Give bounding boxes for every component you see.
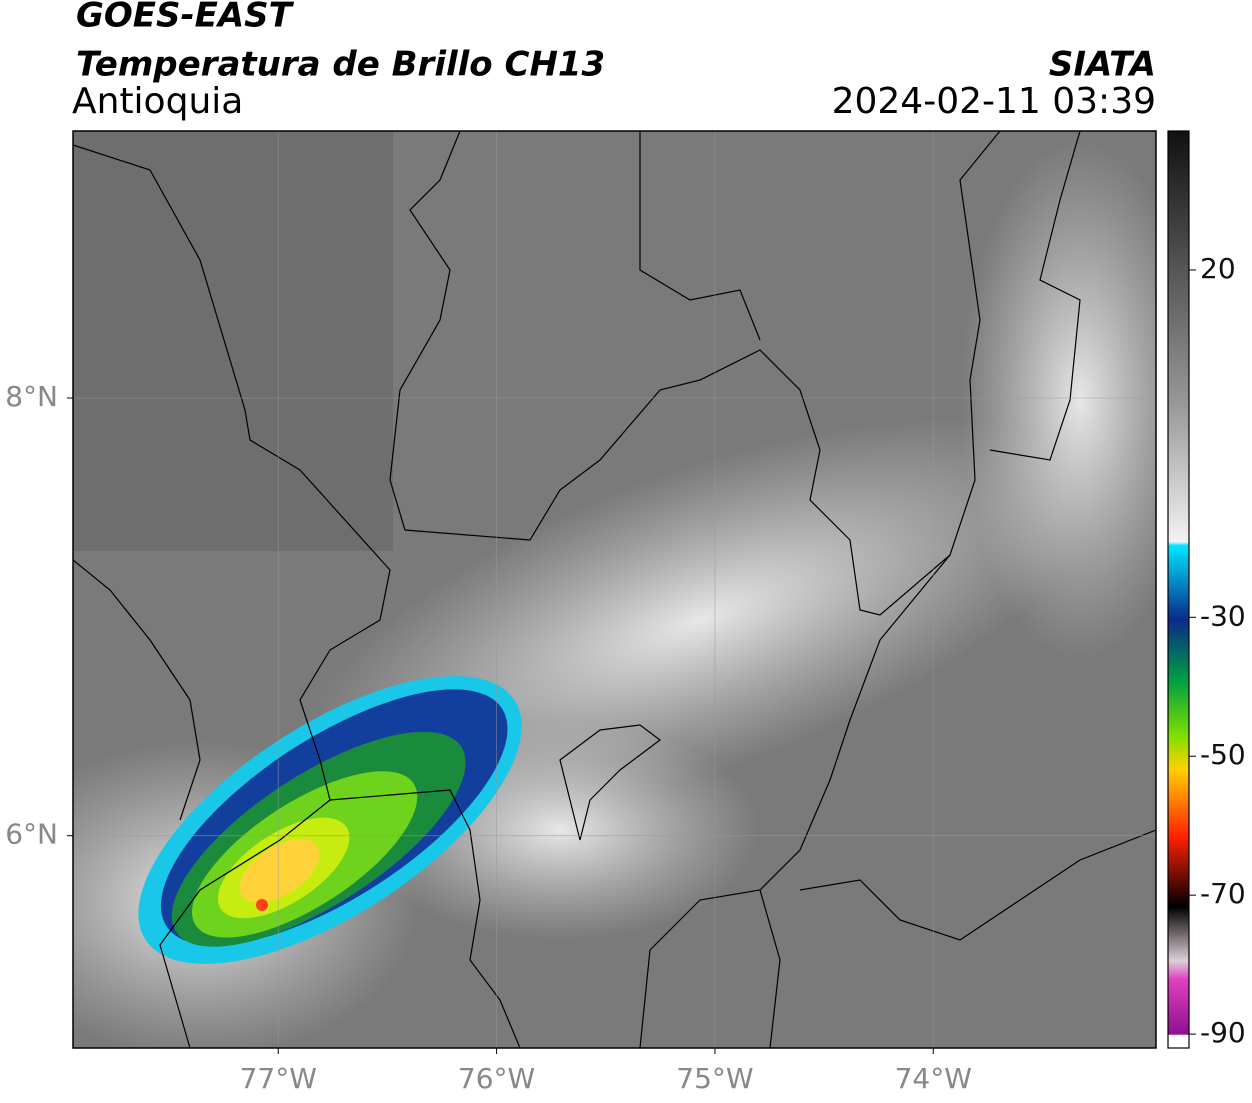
x-tick-label: 77°W (240, 1062, 317, 1095)
cloud (960, 140, 1156, 660)
map (73, 131, 1156, 1048)
colorbar (1167, 130, 1190, 1049)
colorbar-tick-label: -90 (1200, 1016, 1246, 1049)
colorbar-tick-label: -30 (1200, 599, 1246, 632)
y-tick-label: 6°N (5, 818, 58, 851)
graticule (73, 131, 1156, 1048)
x-tick-label: 75°W (676, 1062, 753, 1095)
title: GOES-EAST (76, 0, 295, 36)
storm (138, 676, 522, 964)
borders (73, 131, 1156, 1048)
colorbar-tick-label: 20 (1200, 252, 1236, 285)
x-tick-label: 74°W (895, 1062, 972, 1095)
datetime: 2024-02-11 03:39 (832, 81, 1156, 122)
map-frame (72, 130, 1157, 1049)
colorbar-tick-label: -50 (1200, 738, 1246, 771)
colorbar-tick-label: -70 (1200, 877, 1246, 910)
sea (73, 131, 393, 551)
y-tick-label: 8°N (5, 380, 58, 413)
subtitle: Temperatura de Brillo CH13 (76, 45, 605, 85)
source: SIATA (1049, 45, 1156, 85)
region: Antioquia (72, 81, 243, 122)
x-tick-label: 76°W (458, 1062, 535, 1095)
